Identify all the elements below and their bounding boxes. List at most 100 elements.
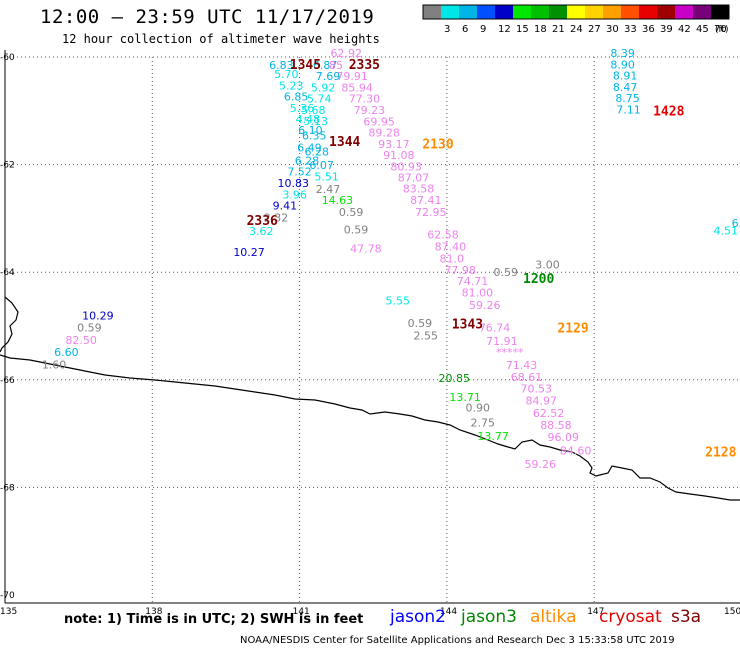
colorbar-tick-label: 21	[552, 24, 565, 34]
wave-height-reading: 69.95	[363, 115, 395, 128]
wave-height-reading: 13.71	[449, 391, 481, 404]
wave-height-reading: 59.26	[469, 299, 501, 312]
colorbar-bin	[513, 5, 531, 19]
wave-height-reading: 13.77	[477, 430, 509, 443]
wave-height-reading: 7.11	[616, 103, 641, 116]
wave-height-reading: 0.59	[408, 317, 433, 330]
colorbar-bin	[567, 5, 585, 19]
wave-height-reading: 5.74	[307, 93, 332, 106]
pass-time-label: 1428	[653, 105, 684, 120]
wave-height-reading: 84.60	[560, 445, 592, 458]
pass-time-label: 2130	[422, 137, 453, 152]
wave-height-reading: 77.98	[444, 264, 476, 277]
wave-height-reading: 5.55	[386, 294, 411, 307]
wave-height-reading: 5.23	[279, 79, 304, 92]
wave-height-reading: 6.85	[284, 91, 309, 104]
wave-height-reading: 10.83	[278, 177, 310, 190]
wave-height-reading: 89.28	[368, 127, 400, 140]
wave-height-reading: 0.90	[466, 402, 491, 415]
wave-height-reading: 81.00	[462, 286, 494, 299]
wave-height-reading: 81.0	[440, 253, 465, 266]
colorbar-tick-label: 6	[462, 24, 468, 34]
wave-height-reading: 70.53	[521, 383, 553, 396]
lon-tick-label: 135	[0, 607, 17, 617]
wave-height-reading: 68.61	[511, 371, 542, 384]
lat-tick-label: -64	[0, 268, 15, 278]
wave-height-reading: 88.58	[540, 419, 572, 432]
colorbar-tick-label: 9	[480, 24, 486, 34]
wave-height-reading: 6.4	[732, 217, 740, 230]
wave-height-reading: 8.90	[610, 58, 635, 71]
wave-height-reading: 10.27	[233, 246, 265, 259]
pass-time-label: 2129	[557, 321, 588, 336]
colorbar-bin	[621, 5, 639, 19]
lat-tick-label: -68	[0, 483, 15, 493]
wave-height-reading: 3.00	[535, 258, 560, 271]
wave-height-reading: 2.75	[470, 417, 495, 430]
wave-height-reading: 4.48	[296, 113, 321, 126]
colorbar-bin	[603, 5, 621, 19]
wave-height-reading: 6.49	[297, 142, 322, 155]
wave-height-reading: 3.96	[282, 188, 307, 201]
wave-height-reading: 1.60	[42, 359, 66, 372]
colorbar-bin	[495, 5, 513, 19]
lon-tick-label: 141	[293, 607, 310, 617]
wave-height-reading: 2.32	[264, 212, 289, 225]
wave-height-colorbar: 3 6 9 12 15 18 21 24 27 30 33 36 39 42 45 70(ft)	[422, 4, 730, 34]
wave-height-reading: 76.74	[479, 321, 511, 334]
wave-height-reading: 72.95	[415, 206, 447, 219]
wave-height-reading: 82.50	[65, 334, 97, 347]
wave-height-reading: 6.10	[298, 124, 323, 137]
lon-tick-label: 147	[587, 607, 604, 617]
legend-s3a: s3a	[671, 607, 702, 627]
wave-height-reading: 5.70	[274, 68, 299, 81]
colorbar-tick-label: 33	[624, 24, 637, 34]
wave-height-reading: 5.13	[304, 115, 329, 128]
wave-height-reading: 87.40	[435, 241, 467, 254]
colorbar-tick-label: 27	[588, 24, 601, 34]
lat-tick-label: -66	[0, 376, 15, 386]
legend-cryosat: cryosat	[599, 607, 662, 627]
colorbar-tick-label: 39	[660, 24, 673, 34]
wave-height-reading: 6.87	[313, 59, 338, 72]
colorbar-bin	[423, 5, 441, 19]
pass-time-label: 1343	[452, 318, 483, 333]
legend-altika: altika	[530, 607, 577, 627]
wave-height-reading: 79.91	[336, 70, 368, 83]
wave-height-reading: 2.47	[316, 183, 341, 196]
map-subtitle: 12 hour collection of altimeter wave hei…	[62, 32, 380, 46]
wave-height-reading: 7.69	[316, 70, 341, 83]
wave-height-reading: 9.41	[273, 199, 298, 212]
colorbar-tick-label: 15	[516, 24, 529, 34]
wave-height-reading: 87.41	[410, 194, 442, 207]
wave-height-reading: 85	[329, 59, 343, 72]
wave-height-reading: 91.08	[383, 149, 415, 162]
legend-jason2: jason2	[390, 607, 446, 627]
wave-height-reading: 0.59	[494, 266, 519, 279]
pass-time-label: 2336	[247, 214, 278, 229]
wave-height-reading: 62.52	[533, 407, 565, 420]
footer-note: note: 1) Time is in UTC; 2) SWH is in fe…	[64, 612, 364, 627]
wave-height-reading: 2.55	[414, 329, 439, 342]
colorbar-tick-label: 42	[678, 24, 691, 34]
wave-height-reading: 87.07	[398, 171, 430, 184]
lat-tick-label: -60	[0, 53, 15, 63]
colorbar-bin	[657, 5, 675, 19]
colorbar-unit: (ft)	[715, 25, 729, 34]
lat-tick-label: -62	[0, 161, 15, 171]
colorbar-tick-label: 12	[498, 24, 511, 34]
lon-tick-label: 150	[724, 607, 740, 617]
colorbar-bin	[585, 5, 603, 19]
wave-height-reading: 5.51	[314, 171, 339, 184]
colorbar-tick-label: 70	[714, 24, 727, 34]
wave-height-reading: 62.58	[427, 228, 459, 241]
wave-height-reading: 8.75	[615, 92, 640, 105]
wave-height-reading: 47.78	[350, 242, 382, 255]
pass-time-label: 1345	[290, 58, 321, 73]
wave-height-reading: 8.39	[610, 47, 635, 60]
wave-height-reading: 5.68	[301, 104, 326, 117]
wave-height-reading: 3.62	[249, 225, 273, 238]
wave-height-reading: 0.59	[344, 223, 369, 236]
wave-height-reading: 59.26	[524, 458, 556, 471]
